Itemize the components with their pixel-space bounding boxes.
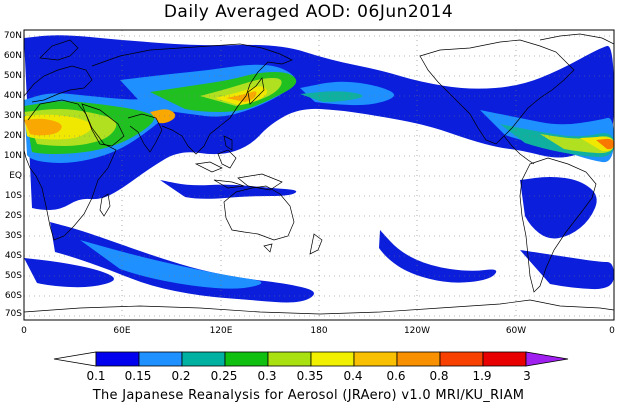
lat-tick-50s: 50S xyxy=(4,271,22,281)
colorbar-label-0.6: 0.6 xyxy=(386,369,406,383)
coastlines xyxy=(24,33,614,315)
aod-field xyxy=(24,35,614,303)
lon-tick-60e: 60E xyxy=(113,326,131,336)
colorbar-box-9 xyxy=(439,351,484,367)
lon-tick-0-left: 0 xyxy=(21,326,27,336)
colorbar-box-5 xyxy=(267,351,312,367)
aod-region-south-pacific-arc xyxy=(379,230,497,283)
colorbar-label-0.25: 0.25 xyxy=(210,369,238,383)
lon-tick-180: 180 xyxy=(310,326,328,336)
colorbar-label-0.35: 0.35 xyxy=(296,369,324,383)
colorbar-arrow-high xyxy=(525,351,569,367)
lat-tick-40n: 40N xyxy=(3,91,22,101)
lat-tick-40s: 40S xyxy=(4,251,22,261)
colorbar-label-0.8: 0.8 xyxy=(429,369,449,383)
colorbar-box-7 xyxy=(353,351,398,367)
colorbar-box-2 xyxy=(138,351,183,367)
lat-tick-50n: 50N xyxy=(3,71,22,81)
map-title: Daily Averaged AOD: 06Jun2014 xyxy=(163,2,454,22)
colorbar-box-6 xyxy=(310,351,355,367)
colorbar-label-0.1: 0.1 xyxy=(86,369,106,383)
lon-tick-60w: 60W xyxy=(505,326,527,336)
lat-tick-eq: EQ xyxy=(9,171,22,181)
lon-tick-120e: 120E xyxy=(209,326,233,336)
lat-tick-70n: 70N xyxy=(3,31,22,41)
colorbar-label-3: 3 xyxy=(523,369,531,383)
colorbar-label-0.15: 0.15 xyxy=(124,369,152,383)
aod-region-orange-india xyxy=(150,109,176,124)
colorbar-box-1 xyxy=(95,351,140,367)
lat-tick-70s: 70S xyxy=(4,309,22,319)
colorbar-label-0.3: 0.3 xyxy=(257,369,277,383)
lon-tick-120w: 120W xyxy=(403,326,431,336)
lat-tick-60s: 60S xyxy=(4,291,22,301)
map-frame xyxy=(23,29,615,321)
lat-tick-20n: 20N xyxy=(3,131,22,141)
colorbar xyxy=(53,351,569,367)
aod-region-south-america xyxy=(520,177,597,239)
aod-region-southern-ocean-east xyxy=(520,250,614,290)
aod-region-green-pac xyxy=(300,91,363,102)
aod-region-south-atlantic xyxy=(24,258,114,288)
colorbar-box-4 xyxy=(224,351,269,367)
aod-region-orange-natl xyxy=(596,138,614,150)
lat-tick-20s: 20S xyxy=(4,211,22,221)
colorbar-arrow-low xyxy=(53,351,97,367)
colorbar-label-0.4: 0.4 xyxy=(343,369,363,383)
lat-tick-30s: 30S xyxy=(4,231,22,241)
colorbar-box-3 xyxy=(181,351,226,367)
colorbar-box-8 xyxy=(396,351,441,367)
lat-tick-10s: 10S xyxy=(4,191,22,201)
colorbar-label-0.2: 0.2 xyxy=(171,369,191,383)
gridlines xyxy=(24,30,614,320)
credit-line: The Japanese Reanalysis for Aerosol (JRA… xyxy=(92,388,525,403)
aod-region-tropical-islands xyxy=(160,180,297,199)
aod-region-lb-south xyxy=(80,240,262,289)
lat-tick-10n: 10N xyxy=(3,151,22,161)
lat-tick-30n: 30N xyxy=(3,111,22,121)
colorbar-label-1.9: 1.9 xyxy=(472,369,492,383)
lon-tick-0-right: 0 xyxy=(609,326,615,336)
colorbar-box-10 xyxy=(482,351,527,367)
lat-tick-60n: 60N xyxy=(3,51,22,61)
aod-region-orange-sahara xyxy=(24,118,62,136)
